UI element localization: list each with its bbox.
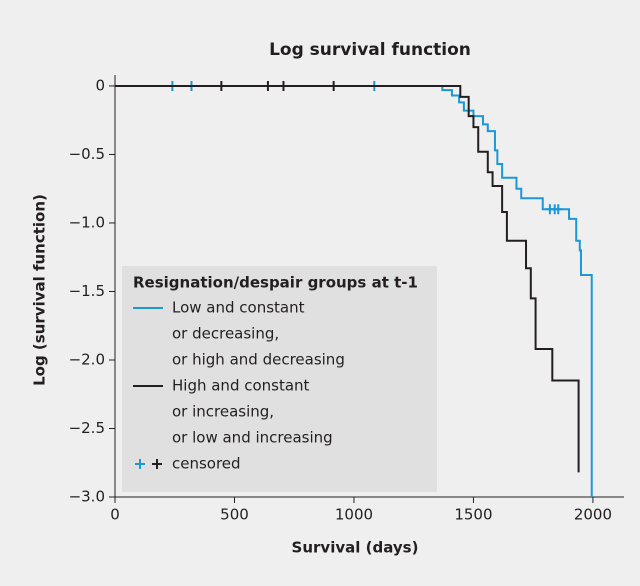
y-tick-label: −3.0	[69, 488, 105, 506]
y-tick-label: −2.0	[69, 350, 105, 368]
censored-mark	[554, 204, 563, 215]
censored-mark	[217, 80, 226, 91]
y-tick-label: 0	[95, 76, 105, 94]
chart-title: Log survival function	[269, 40, 471, 60]
legend-label: Low and constant	[172, 299, 305, 317]
survival-line	[115, 84, 593, 497]
x-tick-label: 1000	[335, 506, 373, 524]
legend-box	[122, 266, 437, 492]
legend-title: Resignation/despair groups at t-1	[133, 274, 418, 292]
legend-label: High and constant	[172, 377, 310, 395]
censored-mark	[279, 80, 288, 91]
legend-censored-symbol	[152, 459, 162, 469]
y-tick-label: −0.5	[69, 145, 105, 163]
censored-mark	[329, 80, 338, 91]
y-tick-label: −1.5	[69, 282, 105, 300]
y-tick-label: −2.5	[69, 419, 105, 437]
x-tick-label: 500	[220, 506, 249, 524]
x-axis-label: Survival (days)	[292, 539, 419, 557]
x-tick-label: 1500	[454, 506, 492, 524]
legend-label: or low and increasing	[172, 429, 333, 447]
legend-censored-symbol	[135, 459, 145, 469]
y-axis-label: Log (survival function)	[31, 194, 49, 386]
legend-label: or high and decreasing	[172, 351, 345, 369]
legend-label: or decreasing,	[172, 325, 279, 343]
y-tick-label: −1.0	[69, 213, 105, 231]
censored-mark	[263, 80, 272, 91]
legend-label: or increasing,	[172, 403, 274, 421]
survival-line	[115, 84, 580, 473]
x-tick-label: 0	[110, 506, 120, 524]
legend-label: censored	[172, 455, 241, 473]
x-tick-label: 2000	[574, 506, 612, 524]
